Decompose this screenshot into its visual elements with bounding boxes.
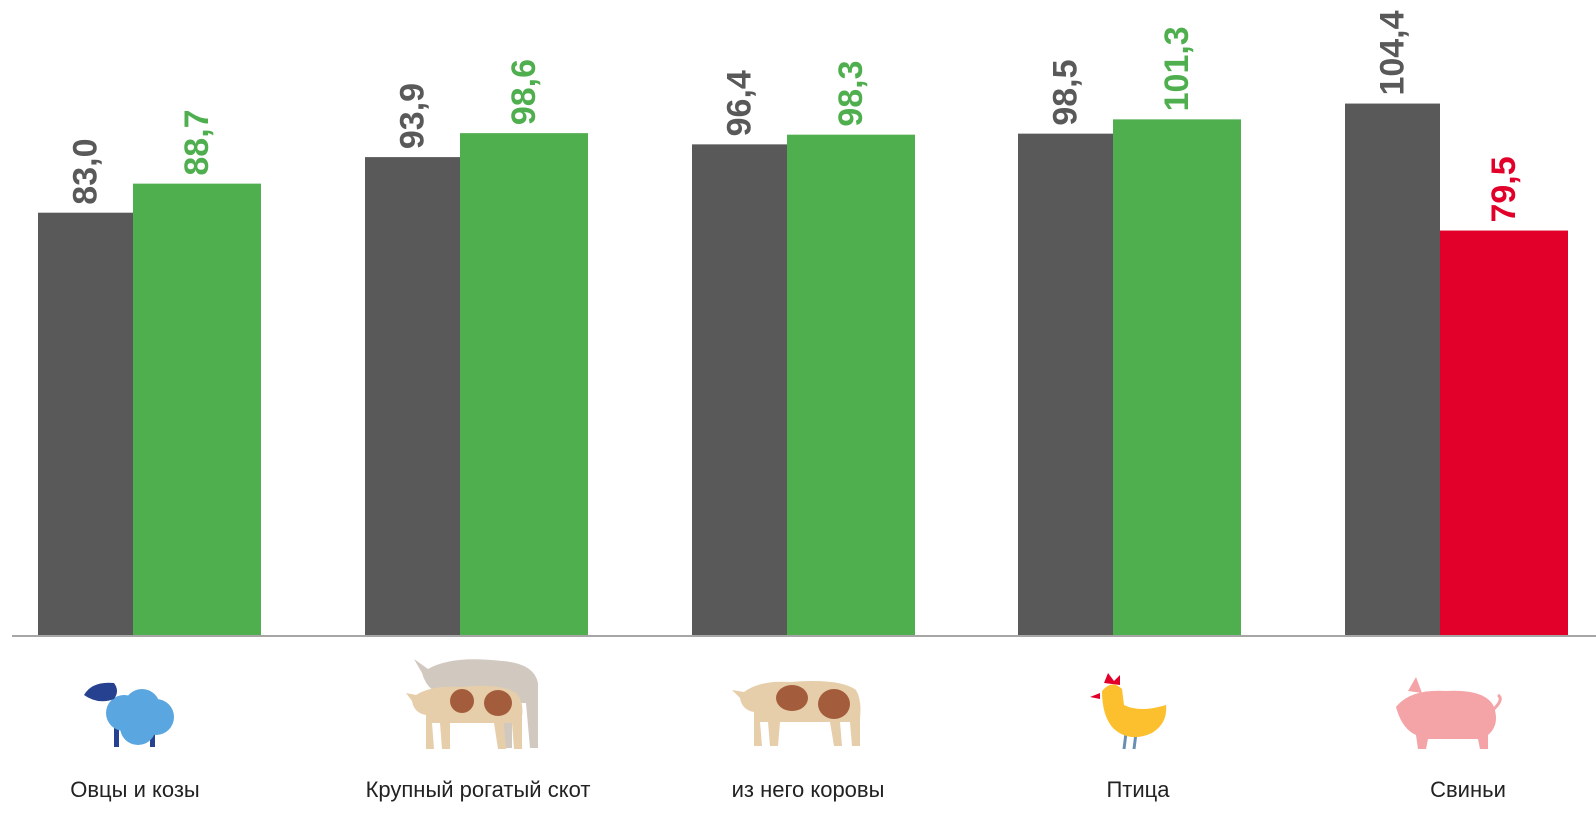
value-label-series1-cattle: 93,9 (394, 83, 432, 149)
category-label-pigs: Свиньи (1430, 777, 1506, 802)
value-label-series2-cows: 98,3 (832, 60, 870, 126)
value-labels-layer: 83,0 88,7 93,9 98,6 96,4 98,3 98,5 101,3 104,4 79… (67, 10, 1524, 222)
bar-series2-cattle (460, 133, 588, 636)
bar-series1-poultry (1018, 133, 1113, 636)
pig-icon (1396, 677, 1502, 749)
cattle-icon (406, 659, 538, 749)
bar-series2-pigs (1440, 230, 1568, 637)
sheep-icon (84, 682, 174, 747)
bar-series2-poultry (1113, 119, 1241, 637)
bar-series1-cows (692, 144, 787, 637)
category-label-cows: из него коровы (732, 777, 885, 802)
bars-layer (38, 103, 1568, 637)
value-label-series1-pigs: 104,4 (1374, 10, 1412, 95)
chicken-icon (1090, 673, 1167, 750)
value-label-series2-cattle: 98,6 (505, 59, 543, 125)
bar-series1-pigs (1345, 103, 1440, 636)
value-label-series2-pigs: 79,5 (1485, 156, 1523, 222)
bar-series1-sheep (38, 212, 133, 636)
value-label-series1-sheep: 83,0 (67, 139, 105, 205)
category-label-cattle: Крупный рогатый скот (366, 777, 591, 802)
category-label-poultry: Птица (1106, 777, 1170, 802)
value-label-series1-cows: 96,4 (721, 70, 759, 136)
bar-series1-cattle (365, 157, 460, 637)
value-label-series2-poultry: 101,3 (1158, 26, 1196, 111)
category-label-sheep: Овцы и козы (70, 777, 200, 802)
bar-series2-sheep (133, 183, 261, 636)
value-label-series1-poultry: 98,5 (1047, 59, 1085, 125)
bar-series2-cows (787, 134, 915, 637)
cow-icon (732, 681, 861, 746)
value-label-series2-sheep: 88,7 (178, 109, 216, 175)
